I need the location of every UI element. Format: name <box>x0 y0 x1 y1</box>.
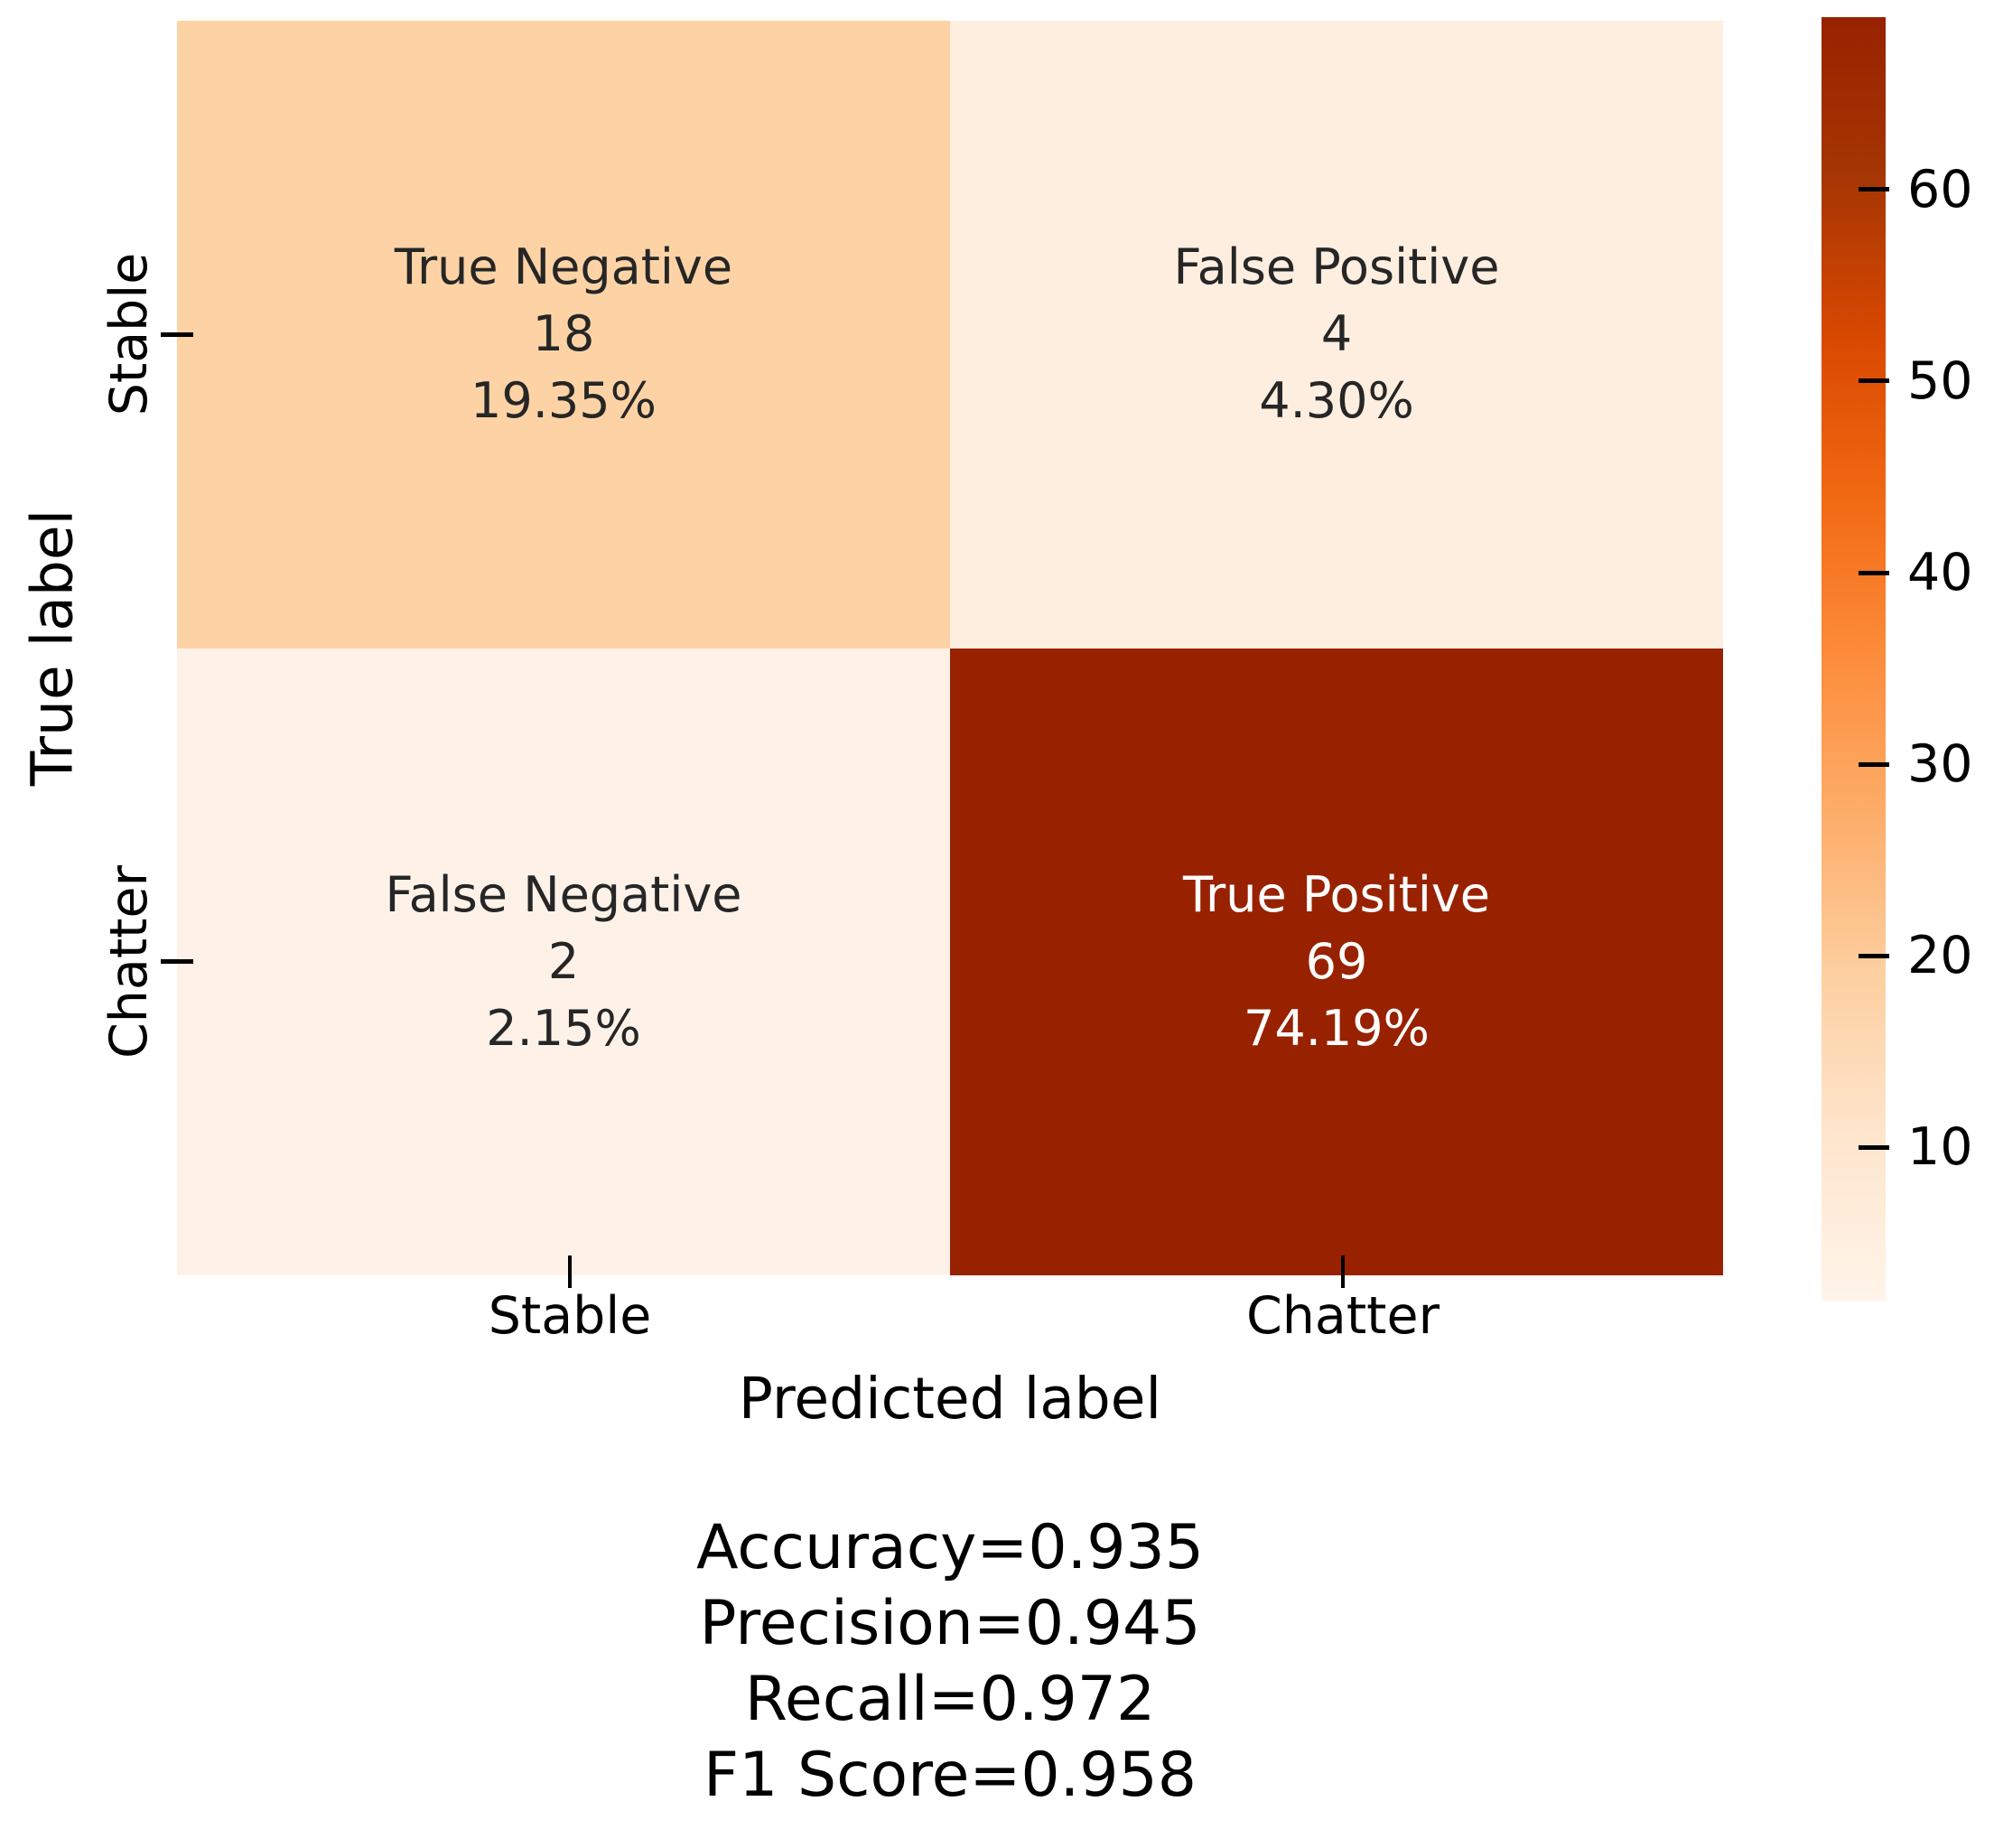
colorbar-tick-label: 10 <box>1907 1117 1973 1178</box>
cell-label: True Positive <box>1182 865 1491 923</box>
y-tick-mark-chatter <box>161 959 193 964</box>
cell-count: 69 <box>1305 932 1368 990</box>
heatmap-cell-true-positive: True Positive 69 74.19% <box>950 648 1723 1275</box>
colorbar-tick-label: 60 <box>1907 159 1973 219</box>
colorbar-tick-label: 30 <box>1907 734 1973 795</box>
x-tick-mark-stable <box>568 1255 572 1288</box>
colorbar-tick-label: 40 <box>1907 543 1973 603</box>
heatmap-cell-false-positive: False Positive 4 4.30% <box>950 21 1723 649</box>
cell-percent: 2.15% <box>486 999 641 1057</box>
colorbar-tick-label: 50 <box>1907 350 1973 411</box>
metrics-summary: Accuracy=0.935 Precision=0.945 Recall=0.… <box>177 1510 1723 1814</box>
colorbar-tick-mark <box>1859 378 1889 384</box>
cell-count: 4 <box>1320 305 1353 363</box>
heatmap-cell-false-negative: False Negative 2 2.15% <box>177 648 950 1275</box>
colorbar-tick-mark <box>1859 761 1889 767</box>
colorbar-tick-mark <box>1859 187 1889 192</box>
colorbar <box>1822 17 1886 1301</box>
colorbar-tick-mark <box>1859 1144 1889 1150</box>
heatmap: True Negative 18 19.35% False Positive 4… <box>177 21 1723 1275</box>
x-axis-label: Predicted label <box>738 1366 1162 1432</box>
x-tick-mark-chatter <box>1341 1255 1345 1288</box>
cell-percent: 74.19% <box>1244 999 1430 1057</box>
colorbar-tick-mark <box>1859 570 1889 575</box>
heatmap-cell-true-negative: True Negative 18 19.35% <box>177 21 950 649</box>
y-tick-label-chatter: Chatter <box>99 864 159 1059</box>
metric-precision: Precision=0.945 <box>699 1588 1201 1659</box>
cell-label: True Negative <box>394 238 733 296</box>
y-axis-label: True label <box>19 509 86 787</box>
cell-label: False Positive <box>1173 238 1500 296</box>
colorbar-tick-mark <box>1859 953 1889 958</box>
y-tick-mark-stable <box>161 332 193 337</box>
cell-percent: 4.30% <box>1259 372 1414 430</box>
metric-f1-score: F1 Score=0.958 <box>703 1740 1197 1811</box>
cell-percent: 19.35% <box>471 372 657 430</box>
x-tick-label-stable: Stable <box>488 1286 652 1346</box>
metric-recall: Recall=0.972 <box>744 1664 1156 1735</box>
metric-accuracy: Accuracy=0.935 <box>695 1512 1205 1583</box>
cell-label: False Negative <box>385 865 742 923</box>
y-tick-label-stable: Stable <box>99 252 159 416</box>
cell-count: 18 <box>532 305 595 363</box>
cell-count: 2 <box>547 932 580 990</box>
x-tick-label-chatter: Chatter <box>1245 1286 1440 1346</box>
colorbar-tick-label: 20 <box>1907 926 1973 986</box>
